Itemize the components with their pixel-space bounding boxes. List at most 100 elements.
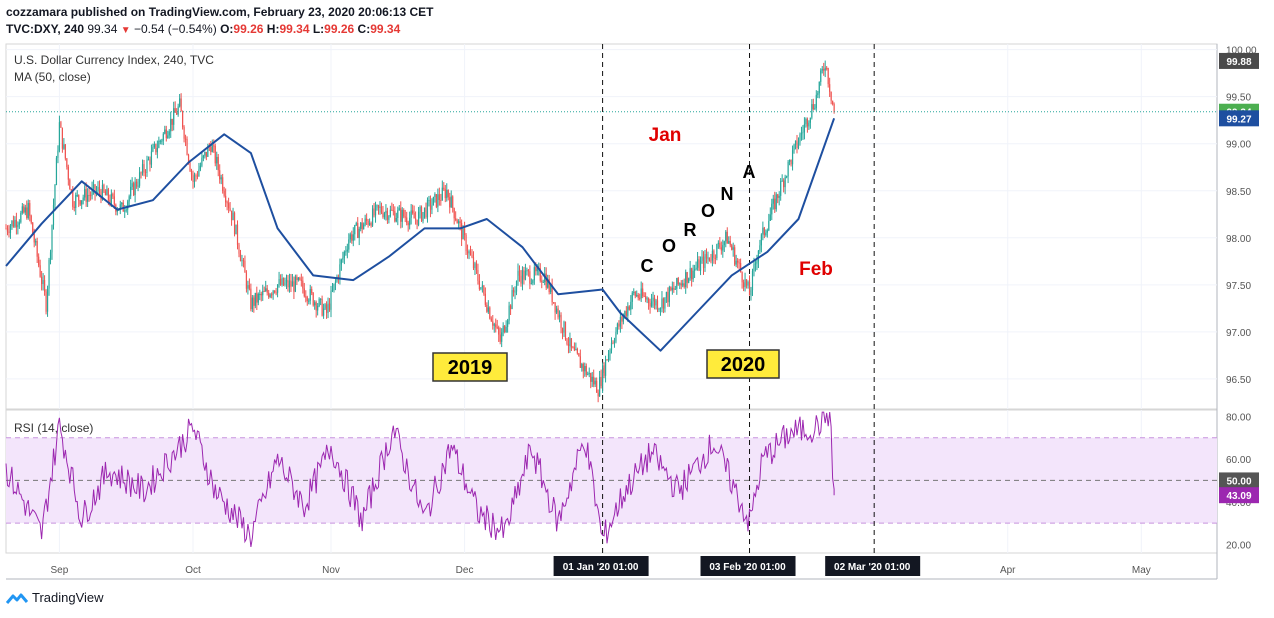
candle-body (768, 220, 770, 231)
candle-body (45, 291, 47, 312)
candle-body (487, 307, 489, 312)
candle-body (205, 151, 207, 157)
candle-body (622, 316, 624, 322)
candle-body (604, 359, 607, 376)
candle-body (228, 203, 230, 209)
candle-body (116, 210, 118, 212)
candle-body (376, 205, 378, 207)
candle-body (143, 164, 145, 173)
candle-body (41, 276, 43, 285)
candle-body (708, 257, 711, 261)
candle-body (790, 160, 792, 165)
candle-body (18, 222, 20, 225)
jan-annotation: Jan (649, 125, 682, 146)
candle-body (104, 191, 107, 196)
candle-body (202, 155, 204, 158)
candle-body (35, 241, 37, 243)
candle-body (371, 208, 374, 226)
rsi-tick-label: 60.00 (1226, 455, 1251, 466)
candle-body (774, 198, 776, 210)
corona-letter: O (662, 236, 676, 256)
rsi-tick-label: 80.00 (1226, 412, 1251, 423)
candle-body (799, 134, 801, 143)
candle-body (51, 225, 53, 253)
candle-body (784, 176, 786, 188)
candle-body (70, 189, 72, 191)
candle-body (91, 188, 93, 196)
candle-body (677, 278, 679, 285)
candle-body (576, 348, 578, 354)
candle-body (164, 129, 166, 134)
candle-body (213, 145, 215, 147)
candle-body (545, 273, 547, 288)
corona-letter: C (641, 256, 654, 276)
candle-body (642, 288, 644, 296)
candle-body (618, 323, 620, 327)
candle-body (296, 276, 298, 280)
candle-body (48, 259, 50, 289)
candle-body (826, 67, 828, 69)
candle-body (254, 292, 256, 306)
feb-annotation: Feb (799, 259, 833, 280)
candle-body (137, 185, 139, 187)
low-label: L: (312, 22, 325, 36)
candle-body (596, 380, 598, 393)
candle-body (753, 264, 755, 271)
time-marker-box (700, 556, 796, 576)
candle-body (744, 279, 746, 288)
candle-body (171, 118, 173, 125)
candle-body (311, 289, 313, 293)
candle-body (141, 164, 144, 174)
candle-body (266, 288, 268, 293)
candle-body (486, 304, 488, 312)
candle-body (57, 150, 59, 158)
candle-body (138, 172, 141, 186)
candle-body (446, 189, 448, 199)
candle-body (584, 366, 586, 372)
candle-body (737, 260, 739, 263)
candle-body (564, 321, 567, 340)
candle-body (199, 165, 202, 170)
candle-body (417, 211, 420, 225)
candle-body (366, 218, 368, 221)
candle-body (220, 177, 222, 180)
candle-body (551, 285, 553, 303)
candle-body (832, 100, 834, 105)
price-pane[interactable] (5, 43, 1218, 410)
candle-body (671, 287, 673, 291)
candle-body (52, 205, 55, 226)
candle-body (198, 169, 200, 177)
high-price-label-box (1219, 52, 1259, 69)
candle-body (67, 166, 69, 180)
candle-body (771, 203, 773, 215)
candle-body (530, 283, 532, 285)
rsi-last-label: 43.09 (1226, 491, 1251, 502)
candle-body (490, 318, 492, 322)
candle-body (796, 140, 798, 148)
rsi-last-box (1219, 487, 1259, 504)
candle-body (533, 267, 535, 281)
candle-body (149, 159, 151, 165)
candle-body (328, 303, 331, 310)
rsi-line (5, 411, 835, 547)
candle-body (750, 290, 752, 296)
candle-body (85, 189, 87, 202)
candle-body (63, 144, 65, 149)
last-price: 99.34 (87, 22, 118, 36)
candle-body (711, 250, 714, 261)
candle-body (728, 240, 730, 244)
candle-body (817, 93, 819, 95)
candle-body (331, 289, 334, 291)
candle-body (250, 288, 252, 310)
candle-body (803, 124, 806, 133)
candle-body (685, 272, 687, 287)
candle-body (217, 156, 219, 171)
candle-body (661, 298, 663, 309)
candle-body (529, 271, 531, 284)
candle-body (829, 84, 831, 92)
candle-body (521, 270, 524, 284)
candle-body (403, 209, 405, 217)
candle-body (762, 227, 764, 235)
candle-body (575, 348, 577, 351)
